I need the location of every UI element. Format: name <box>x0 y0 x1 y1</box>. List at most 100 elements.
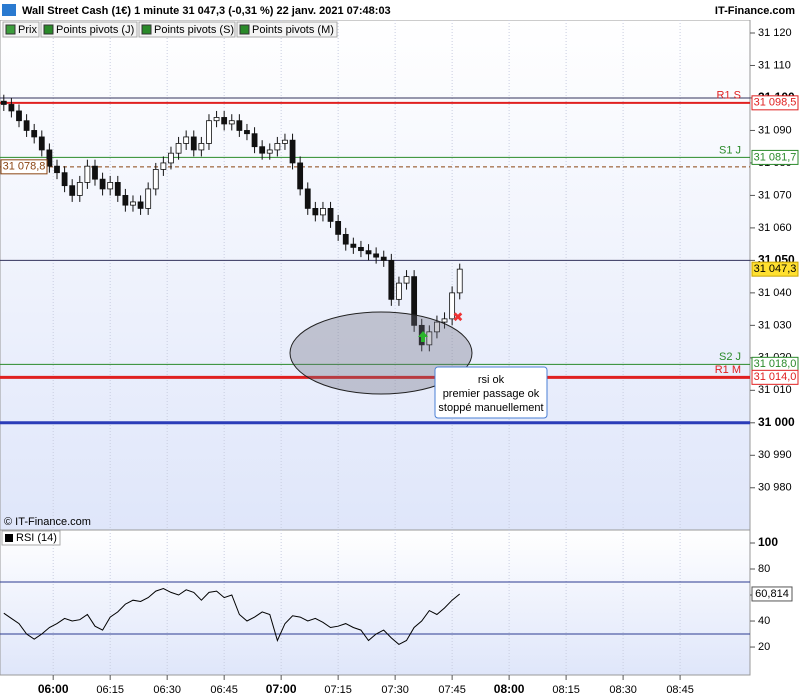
x-tick-label: 08:00 <box>494 682 525 696</box>
y-tick-label: 31 120 <box>758 27 792 39</box>
header-site: IT-Finance.com <box>715 5 795 17</box>
candle-body <box>145 188 152 209</box>
level-name: R1 M <box>715 364 741 376</box>
candle-body <box>183 136 190 144</box>
candle-body <box>266 149 273 154</box>
price-plot <box>0 94 750 425</box>
candle-body <box>152 169 159 190</box>
candle-body <box>449 292 456 320</box>
candle-body <box>380 256 387 261</box>
level-tag <box>751 369 799 385</box>
candle-body <box>46 149 53 167</box>
rsi-legend <box>1 530 61 546</box>
candle-body <box>350 243 357 248</box>
rsi-y-tick-label: 20 <box>758 641 770 653</box>
level-name: S2 J <box>719 351 741 363</box>
marker-tag <box>0 159 48 175</box>
candle-body <box>411 276 418 326</box>
candle-body <box>251 133 258 148</box>
annotation-line: rsi ok <box>478 374 505 386</box>
y-tick-label: 31 060 <box>758 222 792 234</box>
candle-body <box>327 208 334 222</box>
header-title: Wall Street Cash (1€) 1 minute 31 047,3 … <box>22 5 391 17</box>
y-tick-label: 31 010 <box>758 384 792 396</box>
candle-body <box>282 139 288 144</box>
x-tick-label: 06:15 <box>96 684 124 696</box>
candle-body <box>69 185 76 196</box>
x-tick-label: 08:15 <box>552 684 580 696</box>
candle-body <box>168 152 174 164</box>
y-tick-label: 31 070 <box>758 189 792 201</box>
header-bar <box>0 0 800 20</box>
marker-value-label: 31 078,8 <box>3 161 46 173</box>
candle-body <box>244 130 250 135</box>
candle-body <box>206 120 212 144</box>
candle-body <box>441 318 448 323</box>
level-tag <box>751 95 799 111</box>
candle-body <box>61 172 68 187</box>
x-tick-label: 07:00 <box>266 682 297 696</box>
x-tick-label: 06:45 <box>210 684 238 696</box>
toolbar-label: Points pivots (M) <box>252 24 334 36</box>
x-tick-label: 08:30 <box>609 684 637 696</box>
candle-body <box>84 165 91 183</box>
candle-body <box>99 178 106 190</box>
rsi-y-tick-label: 80 <box>758 563 770 575</box>
toolbar-button[interactable] <box>40 21 138 38</box>
candle-body <box>365 250 372 255</box>
y-tick-label: 31 110 <box>758 59 791 71</box>
grid <box>52 20 681 675</box>
candle-body <box>0 100 7 105</box>
rsi-value-tag <box>751 586 793 602</box>
level-name: S1 J <box>719 144 741 156</box>
candle-body <box>23 120 30 131</box>
candle-body <box>289 139 296 164</box>
toolbar-label: Points pivots (S) <box>154 24 234 36</box>
x-tick-label: 07:15 <box>324 684 352 696</box>
candle-body <box>434 321 440 333</box>
candle-body <box>8 104 15 112</box>
rsi-swatch <box>5 534 13 542</box>
rsi-plot <box>0 581 750 645</box>
header-icon <box>2 4 16 16</box>
x-tick-label: 06:30 <box>153 684 181 696</box>
sell-icon: ✖ <box>453 309 464 324</box>
candle-body <box>456 268 463 294</box>
buy-icon <box>418 331 428 342</box>
candle-body <box>190 136 197 151</box>
price-panel <box>0 19 751 531</box>
rsi-y-tick-label: 100 <box>758 535 778 549</box>
candle-body <box>228 120 235 125</box>
y-tick-label: 30 980 <box>758 482 792 494</box>
y-tick-label: 31 000 <box>758 415 795 429</box>
candle-body <box>304 188 311 209</box>
axes: 06:00 06:15 06:30 06:45 07:00 07:15 07:30 07:45… <box>0 27 799 696</box>
toolbar-swatch <box>141 24 152 35</box>
candle-body <box>221 117 228 125</box>
annotation-line: stoppé manuellement <box>438 402 543 414</box>
toolbar-button[interactable] <box>138 21 236 38</box>
rsi-panel <box>0 529 751 676</box>
y-tick-label: 31 030 <box>758 319 792 331</box>
candle-body <box>76 182 83 196</box>
toolbar-button[interactable] <box>236 21 338 38</box>
candle-body <box>114 182 121 196</box>
highlight-ellipse <box>289 311 473 395</box>
level-value-label: 31 014,0 <box>754 371 797 383</box>
toolbar-swatch <box>239 24 250 35</box>
level-tag <box>751 149 799 165</box>
annotation-box <box>434 366 548 419</box>
candle-body <box>358 246 364 252</box>
y-tick-label: 31 090 <box>758 124 792 136</box>
toolbar: Prix Points pivots (J) Points pivots (S) Po… <box>2 21 338 38</box>
rsi-line <box>3 587 461 645</box>
level-value-label: 31 018,0 <box>754 358 797 370</box>
candle-body <box>92 165 98 180</box>
candle-body <box>297 162 304 190</box>
candle-body <box>403 276 410 284</box>
level-name: R1 S <box>717 90 741 102</box>
toolbar-swatch <box>43 24 54 35</box>
toolbar-label: Prix <box>18 24 37 36</box>
candle-body <box>122 195 129 206</box>
x-tick-label: 07:30 <box>381 684 409 696</box>
